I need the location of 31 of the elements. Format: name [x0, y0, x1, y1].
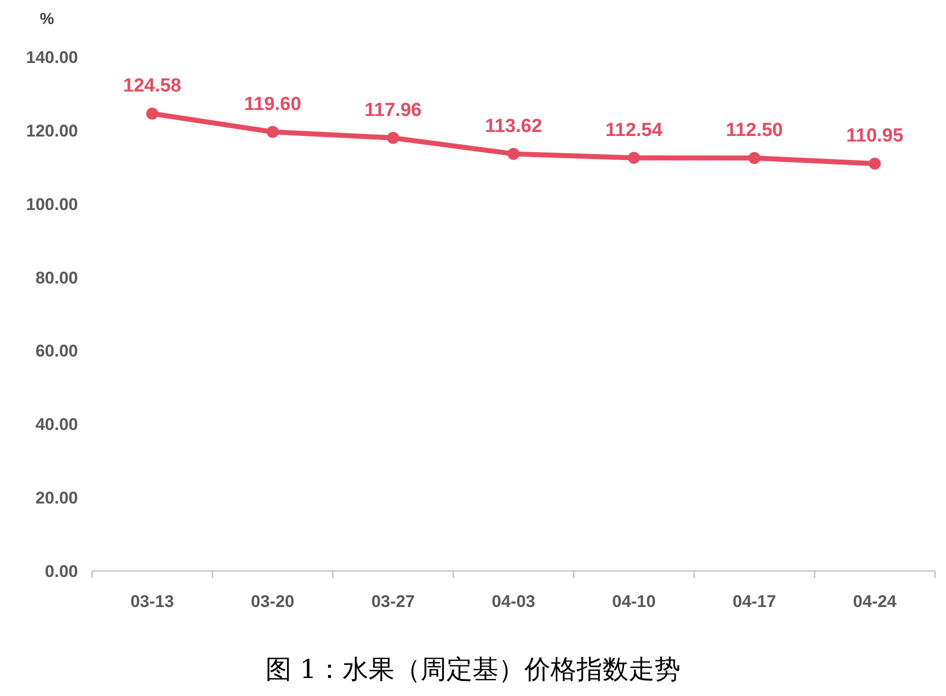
data-label: 110.95 [846, 126, 904, 147]
x-tick-label: 03-27 [371, 592, 415, 611]
data-label: 112.54 [605, 120, 663, 141]
data-label: 124.58 [123, 76, 182, 97]
x-tick-label: 04-24 [853, 592, 898, 611]
data-label: 113.62 [484, 116, 542, 137]
x-tick-label: 03-13 [130, 592, 174, 611]
y-axis-title: % [40, 11, 54, 28]
x-tick-label: 03-20 [250, 592, 294, 611]
point [508, 148, 520, 160]
y-tick-label: 0.00 [44, 562, 78, 581]
x-tick-label: 04-17 [732, 592, 776, 611]
point [387, 132, 400, 144]
data-label: 117.96 [364, 100, 422, 121]
point [748, 152, 760, 164]
x-tick-label: 04-10 [612, 592, 656, 611]
data-label: 119.60 [244, 94, 302, 115]
y-tick-label: 100.00 [26, 194, 78, 214]
text: 图 1：水果（周定基）价格指数走势 [266, 655, 680, 685]
y-tick-label: 20.00 [35, 488, 78, 508]
data-label: 112.50 [726, 120, 783, 141]
y-tick-label: 60.00 [35, 342, 78, 361]
point [868, 158, 881, 170]
x-tick-label: 04-03 [492, 592, 536, 611]
point [266, 126, 279, 138]
y-tick-label: 120.00 [26, 121, 78, 140]
y-tick-label: 140.00 [26, 48, 78, 67]
point [628, 152, 640, 164]
y-tick-label: 40.00 [35, 415, 78, 434]
point [146, 108, 158, 120]
y-tick-label: 80.00 [35, 268, 78, 288]
